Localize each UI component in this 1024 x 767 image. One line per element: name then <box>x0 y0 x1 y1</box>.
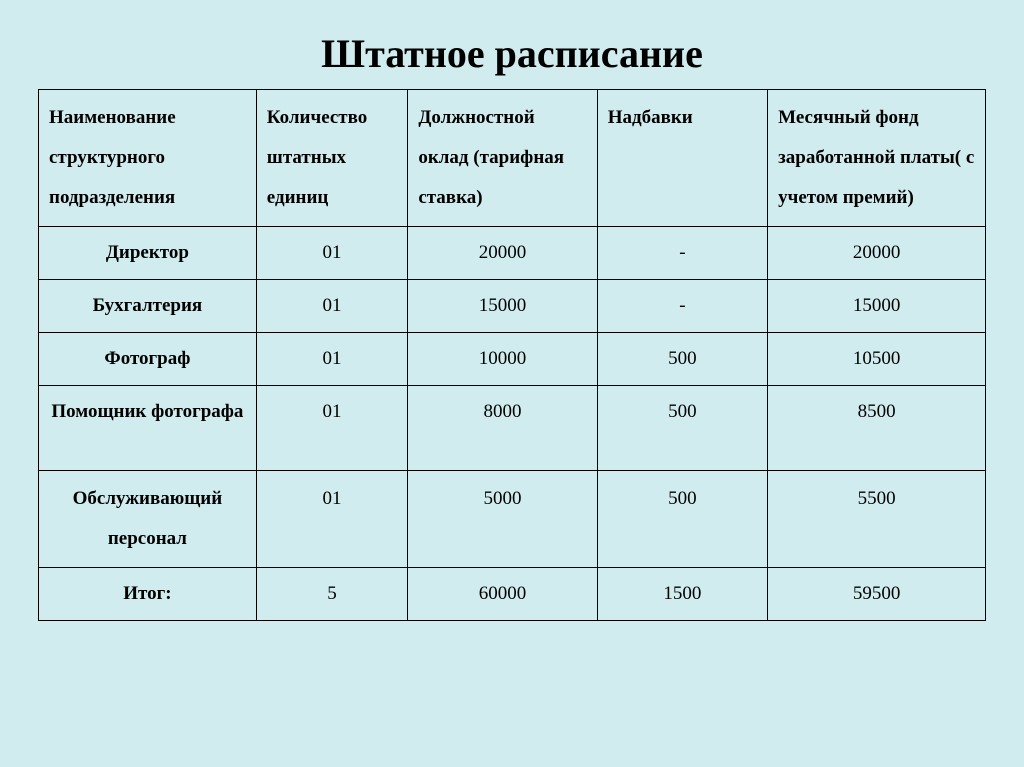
table-row: Помощник фотографа0180005008500 <box>39 385 986 470</box>
cell-fund: 10500 <box>768 332 986 385</box>
cell-salary: 8000 <box>408 385 597 470</box>
table-row: Бухгалтерия0115000-15000 <box>39 279 986 332</box>
table-body: Директор0120000-20000Бухгалтерия0115000-… <box>39 226 986 620</box>
cell-fund: 5500 <box>768 471 986 568</box>
cell-label: Бухгалтерия <box>39 279 257 332</box>
header-salary: Должностной оклад (тарифная ставка) <box>408 90 597 227</box>
cell-fund: 20000 <box>768 226 986 279</box>
cell-fund: 59500 <box>768 567 986 620</box>
page-title: Штатное расписание <box>38 30 986 77</box>
header-department: Наименование структурного подразделения <box>39 90 257 227</box>
cell-label: Фотограф <box>39 332 257 385</box>
table-header-row: Наименование структурного подразделения … <box>39 90 986 227</box>
cell-label: Помощник фотографа <box>39 385 257 470</box>
cell-count: 01 <box>256 385 408 470</box>
cell-label: Итог: <box>39 567 257 620</box>
header-bonus: Надбавки <box>597 90 767 227</box>
cell-count: 01 <box>256 226 408 279</box>
cell-count: 01 <box>256 332 408 385</box>
table-row: Фотограф011000050010500 <box>39 332 986 385</box>
cell-bonus: - <box>597 226 767 279</box>
cell-bonus: 500 <box>597 385 767 470</box>
table-row: Обслуживающий персонал0150005005500 <box>39 471 986 568</box>
cell-bonus: 1500 <box>597 567 767 620</box>
table-row: Итог:560000150059500 <box>39 567 986 620</box>
cell-salary: 10000 <box>408 332 597 385</box>
cell-count: 01 <box>256 279 408 332</box>
cell-label: Обслуживающий персонал <box>39 471 257 568</box>
cell-label: Директор <box>39 226 257 279</box>
cell-bonus: 500 <box>597 471 767 568</box>
cell-count: 01 <box>256 471 408 568</box>
staffing-table: Наименование структурного подразделения … <box>38 89 986 621</box>
cell-salary: 5000 <box>408 471 597 568</box>
cell-salary: 60000 <box>408 567 597 620</box>
cell-bonus: 500 <box>597 332 767 385</box>
header-count: Количество штатных единиц <box>256 90 408 227</box>
cell-salary: 15000 <box>408 279 597 332</box>
cell-salary: 20000 <box>408 226 597 279</box>
header-fund: Месячный фонд заработанной платы( с учет… <box>768 90 986 227</box>
cell-count: 5 <box>256 567 408 620</box>
cell-fund: 8500 <box>768 385 986 470</box>
table-row: Директор0120000-20000 <box>39 226 986 279</box>
cell-fund: 15000 <box>768 279 986 332</box>
cell-bonus: - <box>597 279 767 332</box>
